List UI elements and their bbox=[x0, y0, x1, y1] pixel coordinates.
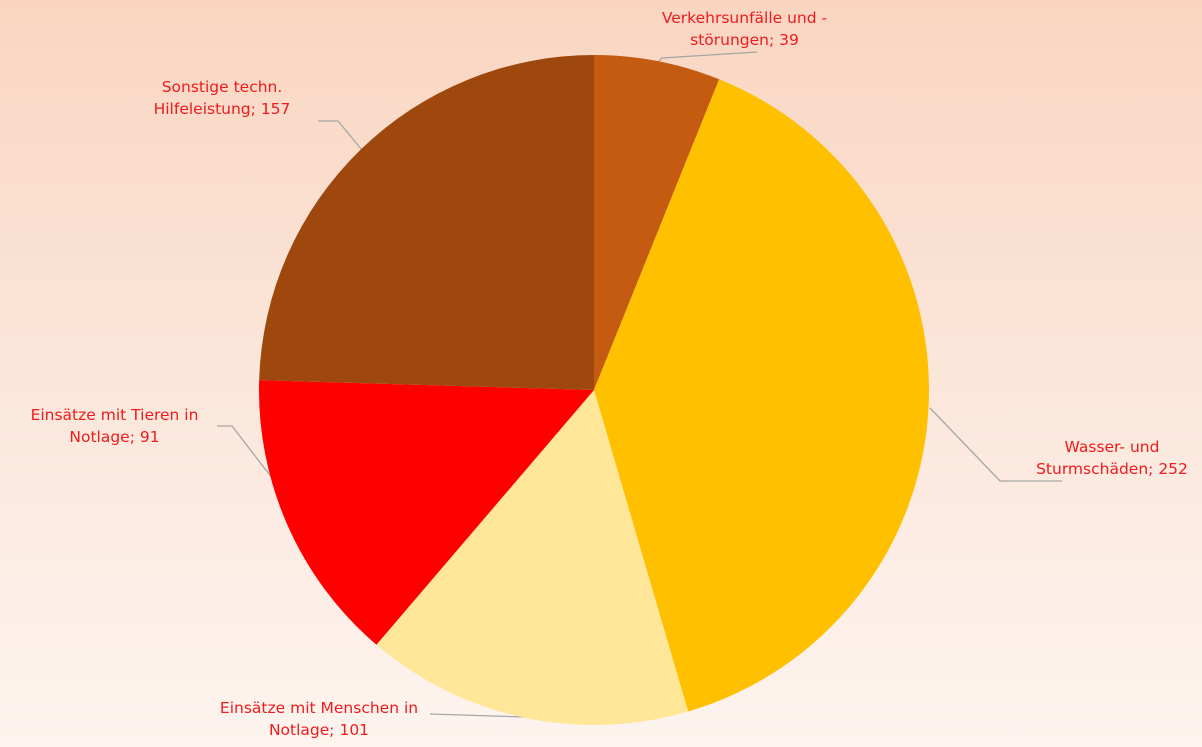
label-separator: ; bbox=[329, 721, 340, 739]
label-separator: ; bbox=[1148, 460, 1159, 478]
pie-slice bbox=[259, 55, 594, 390]
leader-line bbox=[657, 51, 758, 63]
data-label: Verkehrsunfälle und - störungen; 39 bbox=[632, 7, 857, 51]
pie-slice bbox=[376, 390, 689, 726]
label-category: Einsätze mit Menschen in Notlage bbox=[219, 699, 419, 739]
pie-slice bbox=[594, 55, 720, 390]
label-value: 39 bbox=[779, 31, 799, 49]
leader-line bbox=[929, 407, 1062, 482]
data-label: Einsätze mit Tieren in Notlage; 91 bbox=[2, 404, 227, 448]
data-label: Wasser- und Sturmschäden; 252 bbox=[1022, 436, 1202, 480]
label-separator: ; bbox=[129, 428, 140, 446]
label-category: Einsätze mit Tieren in Notlage bbox=[30, 406, 199, 446]
data-label: Einsätze mit Menschen in Notlage; 101 bbox=[200, 697, 438, 741]
pie-slice bbox=[259, 380, 594, 645]
leader-line bbox=[318, 120, 363, 151]
slices bbox=[259, 55, 930, 726]
label-category: Verkehrsunfälle und - störungen bbox=[661, 9, 828, 49]
label-value: 252 bbox=[1158, 460, 1188, 478]
label-separator: ; bbox=[250, 100, 261, 118]
label-separator: ; bbox=[768, 31, 780, 49]
label-value: 91 bbox=[139, 428, 160, 446]
pie-slice bbox=[594, 79, 930, 712]
label-value: 101 bbox=[339, 721, 370, 739]
data-label: Sonstige techn. Hilfeleistung; 157 bbox=[122, 76, 322, 120]
leader-line bbox=[429, 713, 526, 718]
label-category: Sonstige techn. Hilfeleistung bbox=[153, 78, 283, 118]
label-value: 157 bbox=[260, 100, 291, 118]
label-category: Wasser- und Sturmschäden bbox=[1036, 438, 1160, 478]
